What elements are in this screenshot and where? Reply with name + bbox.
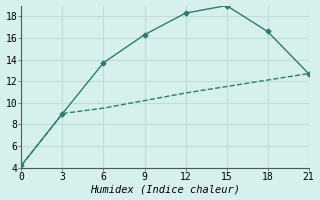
X-axis label: Humidex (Indice chaleur): Humidex (Indice chaleur) [90,184,240,194]
